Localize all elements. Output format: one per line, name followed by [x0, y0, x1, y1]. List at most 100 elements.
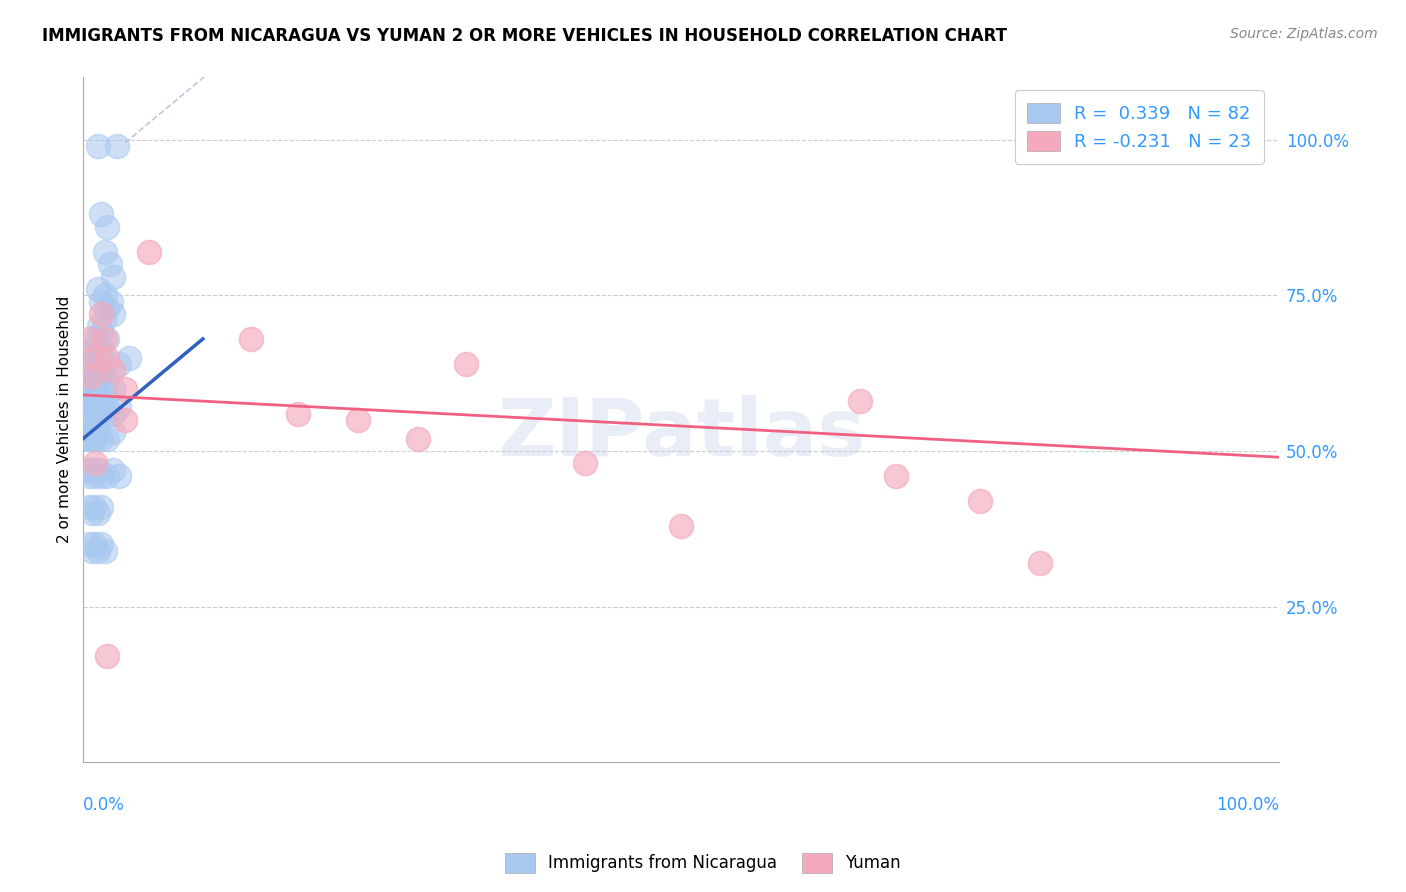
Point — [90, 344, 112, 359]
Point — [108, 468, 131, 483]
Point — [96, 301, 118, 315]
Point — [239, 332, 262, 346]
Point — [80, 543, 103, 558]
Point — [87, 407, 110, 421]
Point — [96, 219, 118, 234]
Point — [75, 425, 97, 440]
Point — [83, 425, 105, 440]
Point — [90, 537, 112, 551]
Point — [77, 332, 100, 346]
Point — [84, 351, 107, 365]
Point — [80, 376, 103, 390]
Point — [108, 401, 131, 415]
Point — [969, 493, 991, 508]
Point — [138, 244, 160, 259]
Point — [114, 413, 136, 427]
Point — [84, 351, 107, 365]
Point — [86, 462, 108, 476]
Point — [90, 432, 112, 446]
Point — [80, 401, 103, 415]
Point — [80, 369, 103, 384]
Point — [114, 382, 136, 396]
Point — [849, 394, 872, 409]
Point — [96, 432, 118, 446]
Point — [101, 407, 124, 421]
Point — [77, 357, 100, 371]
Point — [86, 139, 108, 153]
Point — [101, 382, 124, 396]
Point — [86, 282, 108, 296]
Point — [90, 500, 112, 514]
Point — [80, 425, 103, 440]
Point — [90, 307, 112, 321]
Point — [82, 344, 104, 359]
Point — [86, 543, 108, 558]
Point — [96, 376, 118, 390]
Point — [87, 376, 110, 390]
Point — [77, 500, 100, 514]
Point — [90, 326, 112, 340]
Point — [82, 407, 104, 421]
Point — [101, 269, 124, 284]
Point — [77, 425, 100, 440]
Point — [108, 357, 131, 371]
Point — [1029, 556, 1052, 570]
Point — [77, 537, 100, 551]
Point — [83, 401, 105, 415]
Point — [98, 257, 121, 271]
Text: IMMIGRANTS FROM NICARAGUA VS YUMAN 2 OR MORE VEHICLES IN HOUSEHOLD CORRELATION C: IMMIGRANTS FROM NICARAGUA VS YUMAN 2 OR … — [42, 27, 1007, 45]
Point — [86, 506, 108, 520]
Point — [86, 425, 108, 440]
Point — [83, 537, 105, 551]
Text: Source: ZipAtlas.com: Source: ZipAtlas.com — [1230, 27, 1378, 41]
Point — [84, 457, 107, 471]
Point — [101, 307, 124, 321]
Point — [90, 207, 112, 221]
Point — [406, 432, 429, 446]
Point — [86, 382, 108, 396]
Point — [76, 419, 98, 434]
Point — [94, 332, 117, 346]
Point — [94, 288, 117, 302]
Point — [84, 468, 107, 483]
Point — [86, 338, 108, 352]
Point — [94, 244, 117, 259]
Point — [118, 351, 141, 365]
Y-axis label: 2 or more Vehicles in Household: 2 or more Vehicles in Household — [58, 296, 72, 543]
Point — [76, 462, 98, 476]
Point — [93, 313, 115, 327]
Point — [101, 425, 124, 440]
Point — [96, 649, 118, 664]
Point — [79, 432, 101, 446]
Point — [83, 369, 105, 384]
Point — [90, 468, 112, 483]
Point — [84, 332, 107, 346]
Point — [94, 543, 117, 558]
Point — [77, 401, 100, 415]
Point — [96, 357, 118, 371]
Point — [90, 294, 112, 309]
Point — [574, 457, 596, 471]
Legend: R =  0.339   N = 82, R = -0.231   N = 23: R = 0.339 N = 82, R = -0.231 N = 23 — [1015, 90, 1264, 164]
Point — [90, 401, 112, 415]
Point — [77, 394, 100, 409]
Point — [75, 394, 97, 409]
Point — [100, 294, 122, 309]
Point — [94, 382, 117, 396]
Point — [77, 432, 100, 446]
Point — [77, 468, 100, 483]
Point — [669, 518, 692, 533]
Point — [287, 407, 309, 421]
Point — [96, 332, 118, 346]
Point — [86, 401, 108, 415]
Point — [96, 401, 118, 415]
Text: ZIPatlas: ZIPatlas — [496, 394, 865, 473]
Legend: Immigrants from Nicaragua, Yuman: Immigrants from Nicaragua, Yuman — [498, 847, 908, 880]
Point — [347, 413, 370, 427]
Point — [884, 468, 907, 483]
Point — [84, 394, 107, 409]
Text: 100.0%: 100.0% — [1216, 797, 1279, 814]
Point — [90, 369, 112, 384]
Point — [84, 432, 107, 446]
Point — [80, 506, 103, 520]
